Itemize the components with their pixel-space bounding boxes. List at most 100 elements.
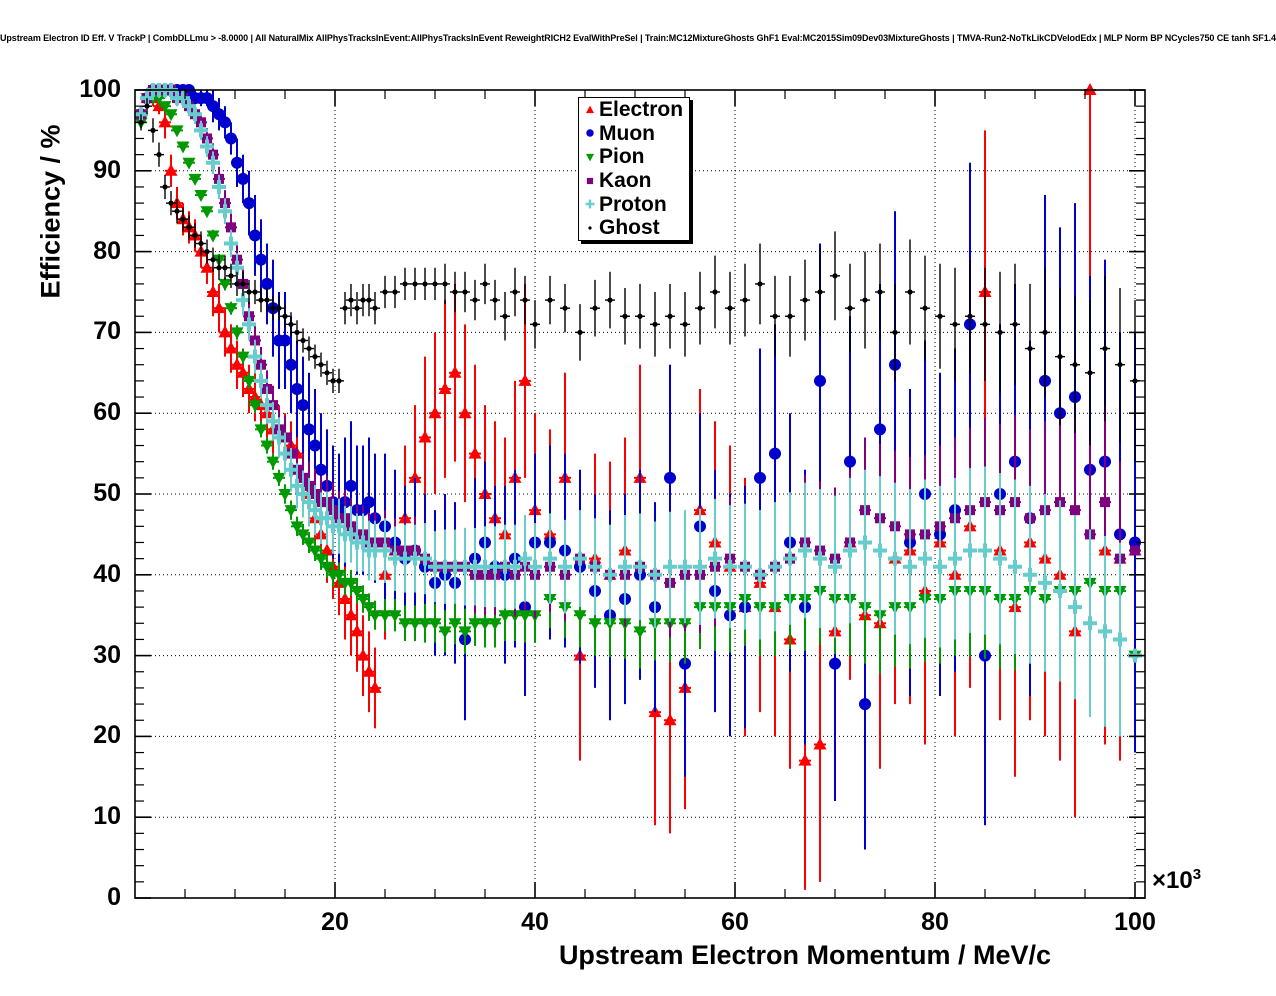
marker-cross-icon [200, 139, 214, 154]
marker-cross-icon [212, 179, 226, 194]
marker-triangle-down-icon [332, 569, 346, 582]
marker-cross-icon [768, 559, 782, 574]
marker-dot-icon [727, 305, 733, 311]
marker-triangle-up-icon [663, 713, 677, 726]
legend-label: Muon [599, 121, 655, 145]
marker-circle-icon [829, 657, 841, 670]
marker-dot-icon [682, 321, 688, 327]
marker-cross-icon [1098, 624, 1112, 639]
marker-cross-icon [828, 559, 842, 574]
marker-dot-icon [422, 281, 428, 287]
marker-triangle-up-icon [206, 285, 220, 297]
marker-circle-icon [297, 399, 309, 412]
marker-dot-icon [462, 289, 468, 295]
marker-triangle-up-icon [798, 753, 812, 766]
marker-triangle-up-icon [212, 301, 226, 314]
marker-dot-icon [817, 289, 823, 295]
marker-triangle-down-icon [518, 610, 532, 623]
marker-circle-icon [261, 277, 273, 290]
marker-dot-icon [922, 305, 928, 311]
dot-icon [582, 220, 598, 236]
marker-cross-icon [585, 199, 595, 209]
marker-circle-icon [844, 455, 856, 468]
marker-circle-icon [219, 116, 231, 129]
marker-triangle-down-icon [164, 109, 178, 122]
marker-dot-icon [198, 240, 204, 247]
marker-triangle-down-icon [230, 327, 244, 340]
marker-cross-icon [248, 349, 262, 364]
series-ghost [136, 98, 1140, 462]
legend-item-proton[interactable]: Proton [579, 192, 689, 216]
marker-triangle-down-icon [290, 521, 304, 534]
marker-dot-icon [697, 305, 703, 311]
triangle-down-icon [582, 149, 598, 165]
marker-dot-icon [997, 329, 1003, 335]
y-tick-label: 90 [93, 155, 121, 184]
marker-cross-icon [708, 551, 722, 566]
marker-cross-icon [260, 398, 274, 413]
marker-cross-icon [543, 551, 557, 566]
marker-triangle-down-icon [182, 157, 196, 170]
marker-triangle-down-icon [368, 610, 382, 623]
marker-cross-icon [858, 535, 872, 550]
marker-cross-icon [206, 155, 220, 170]
marker-cross-icon [218, 204, 232, 219]
marker-dot-icon [174, 208, 180, 214]
marker-triangle-down-icon [302, 537, 316, 550]
marker-dot-icon [318, 362, 324, 368]
marker-triangle-down-icon [206, 230, 220, 243]
marker-cross-icon [843, 543, 857, 558]
y-tick-label: 0 [107, 883, 121, 911]
marker-dot-icon [1012, 321, 1018, 327]
marker-dot-icon [472, 297, 478, 303]
marker-dot-icon [392, 289, 398, 295]
marker-cross-icon [290, 478, 304, 493]
marker-dot-icon [492, 297, 498, 303]
marker-circle-icon [279, 334, 291, 347]
marker-dot-icon [382, 289, 388, 295]
marker-circle-icon [237, 172, 249, 185]
marker-triangle-up-icon [224, 341, 238, 354]
marker-cross-icon [903, 559, 917, 574]
marker-triangle-up-icon [320, 543, 334, 556]
marker-circle-icon [664, 471, 676, 484]
marker-cross-icon [1053, 583, 1067, 598]
legend-item-pion[interactable]: Pion [579, 145, 689, 169]
marker-dot-icon [452, 289, 458, 295]
marker-dot-icon [532, 321, 538, 327]
legend-item-electron[interactable]: Electron [579, 98, 689, 122]
marker-triangle-down-icon [458, 626, 472, 639]
marker-cross-icon [618, 559, 632, 574]
marker-triangle-down-icon [350, 585, 364, 598]
marker-cross-icon [873, 543, 887, 558]
marker-cross-icon [332, 519, 346, 534]
marker-dot-icon [757, 281, 763, 287]
marker-dot-icon [847, 305, 853, 311]
marker-dot-icon [330, 378, 336, 384]
marker-triangle-down-icon [362, 602, 376, 615]
marker-dot-icon [342, 305, 348, 311]
marker-triangle-up-icon [585, 105, 595, 113]
marker-cross-icon [648, 567, 662, 582]
marker-triangle-up-icon [344, 608, 358, 621]
marker-dot-icon [892, 329, 898, 335]
marker-dot-icon [186, 224, 192, 230]
marker-cross-icon [993, 551, 1007, 566]
marker-triangle-up-icon [236, 365, 250, 378]
legend-item-ghost[interactable]: Ghost [579, 216, 689, 240]
legend-item-kaon[interactable]: Kaon [579, 169, 689, 193]
legend-box[interactable]: Electron Muon Pion Kaon Proton Ghost [578, 97, 690, 241]
marker-triangle-down-icon [488, 618, 502, 631]
legend-item-muon[interactable]: Muon [579, 122, 689, 146]
marker-dot-icon [156, 152, 162, 158]
marker-circle-icon [309, 439, 321, 452]
marker-triangle-down-icon [176, 141, 190, 154]
marker-triangle-down-icon [278, 489, 292, 501]
marker-dot-icon [522, 297, 528, 303]
marker-dot-icon [512, 289, 518, 295]
marker-cross-icon [933, 559, 947, 574]
marker-cross-icon [254, 373, 268, 388]
marker-dot-icon [502, 313, 508, 319]
marker-triangle-down-icon [308, 545, 322, 558]
marker-dot-icon [402, 281, 408, 287]
